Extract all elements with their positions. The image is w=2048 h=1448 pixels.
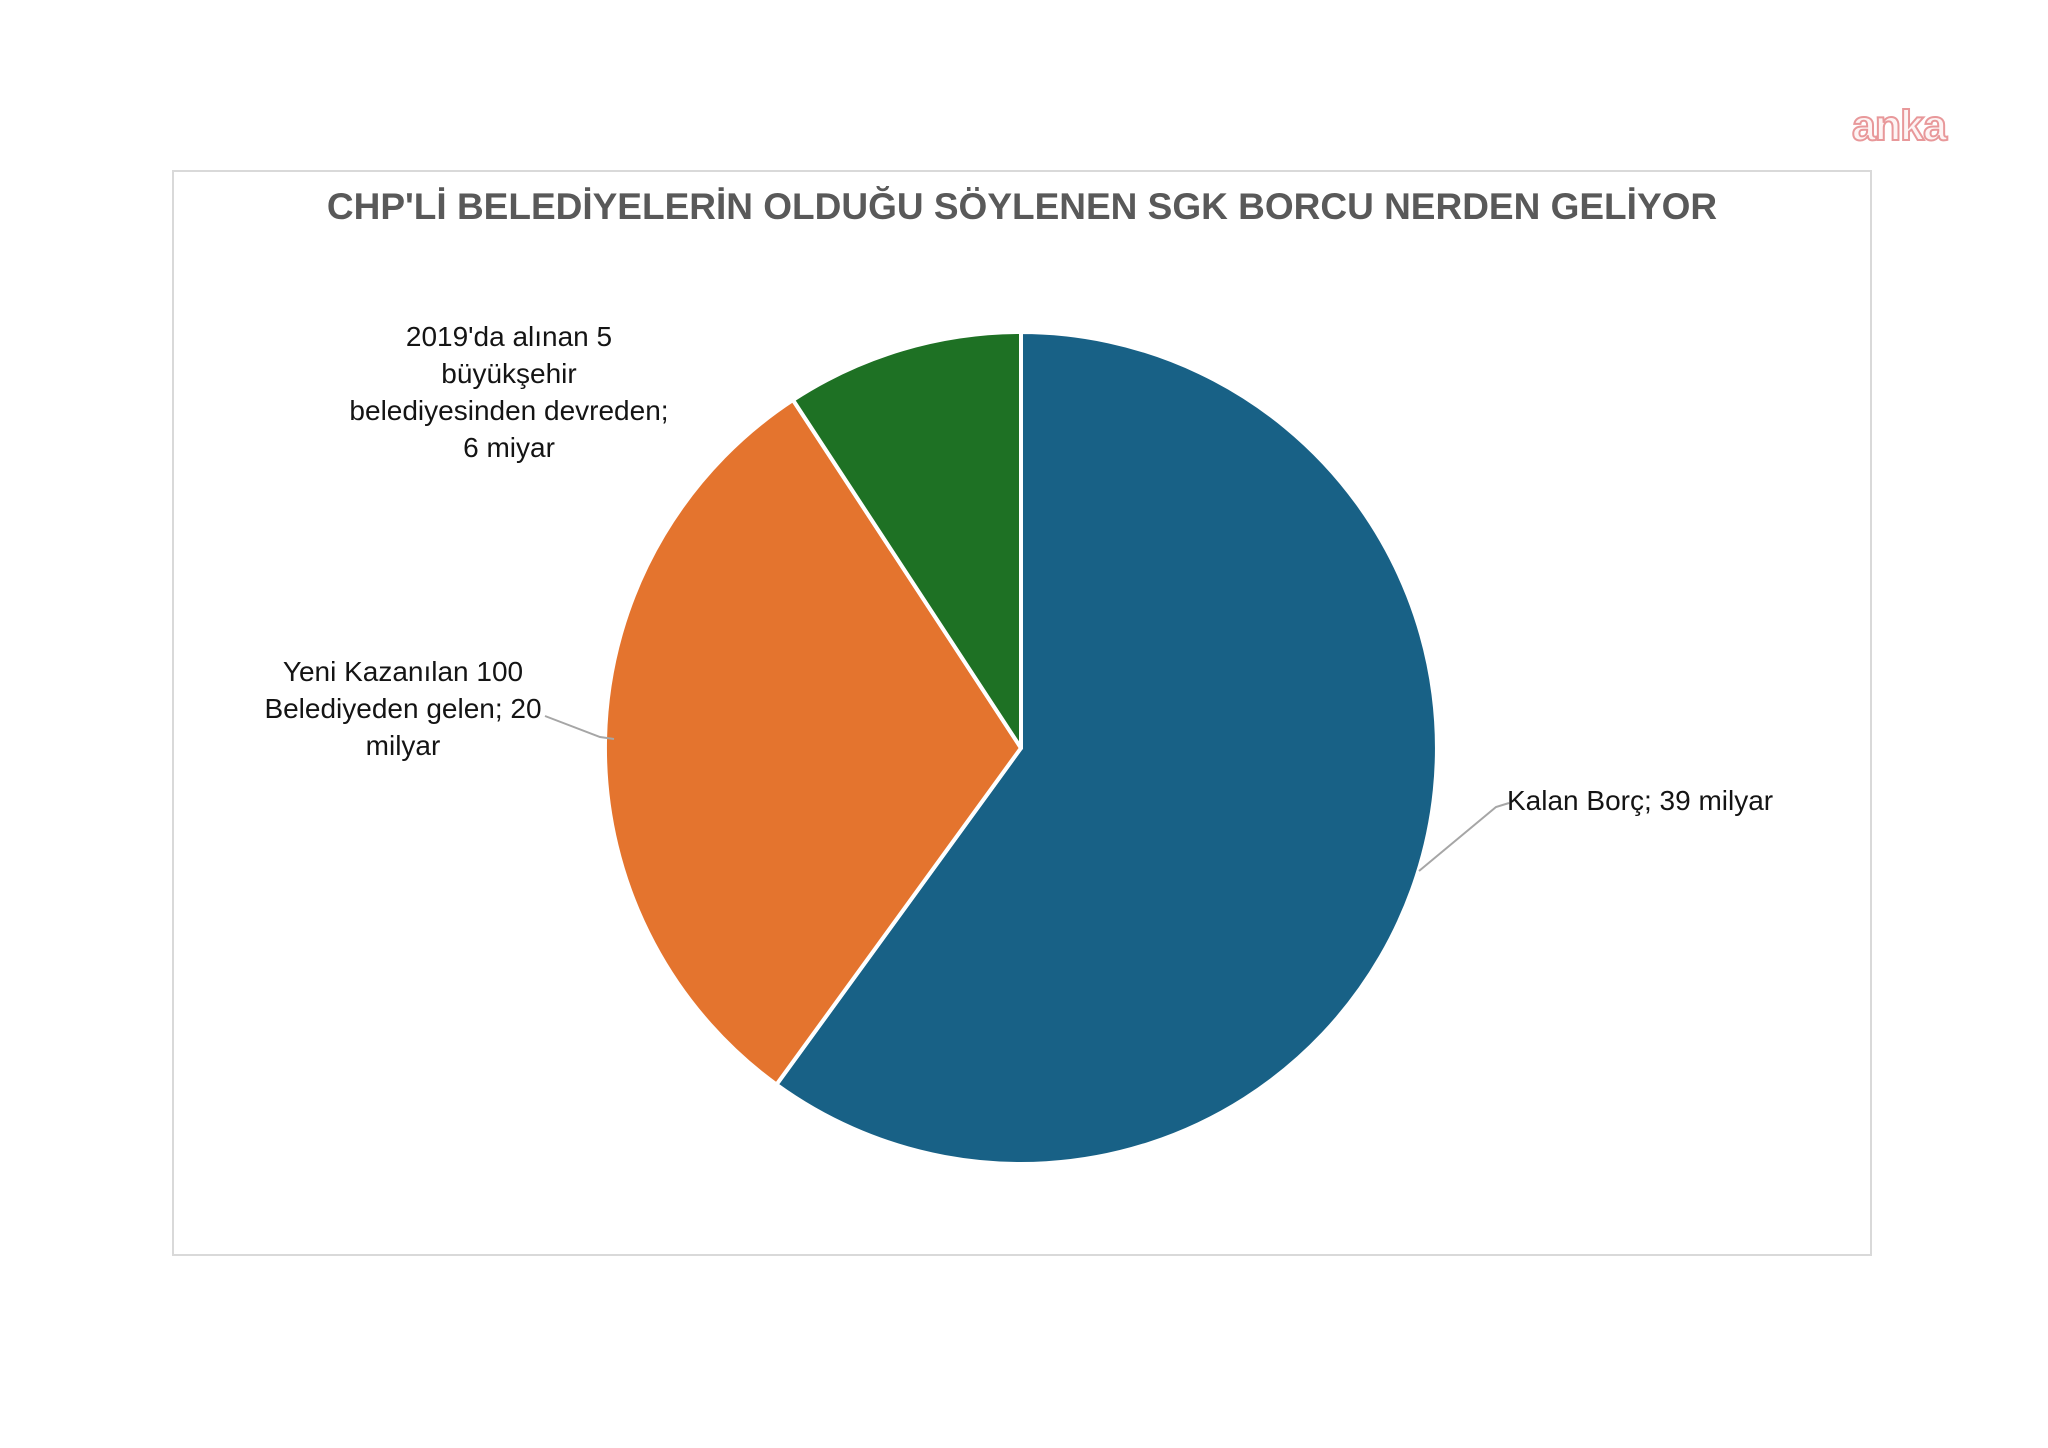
label-line: Yeni Kazanılan 100 <box>282 656 524 687</box>
anka-watermark: anka <box>1851 101 1948 151</box>
label-line: Kalan Borç; 39 milyar <box>1507 785 1774 816</box>
leader-line-yeni-kazanilan <box>544 715 615 740</box>
label-line: 6 miyar <box>463 432 555 463</box>
pie-label-devreden-6-miyar: 2019'da alınan 5 büyükşehir belediyesinden… <box>309 318 709 466</box>
pie-label-yeni-kazanilan-20-milyar: Yeni Kazanılan 100 Belediyeden gelen; 20 m… <box>203 653 603 764</box>
label-line: milyar <box>365 730 441 761</box>
label-line: 2019'da alınan 5 <box>405 321 613 352</box>
label-line: belediyesinden devreden; <box>349 395 669 426</box>
pie-slice-2 <box>791 330 1023 750</box>
chart-title: CHP'Lİ BELEDİYELERİN OLDUĞU SÖYLENEN SGK… <box>326 186 1718 227</box>
pie-label-kalan-borc-39-milyar: Kalan Borç; 39 milyar <box>1507 784 1927 818</box>
label-line: Belediyeden gelen; 20 <box>264 693 542 724</box>
leader-line-kalan-borc <box>1418 802 1510 872</box>
pie-slice-0 <box>774 330 1439 1166</box>
label-line: büyükşehir <box>441 358 577 389</box>
